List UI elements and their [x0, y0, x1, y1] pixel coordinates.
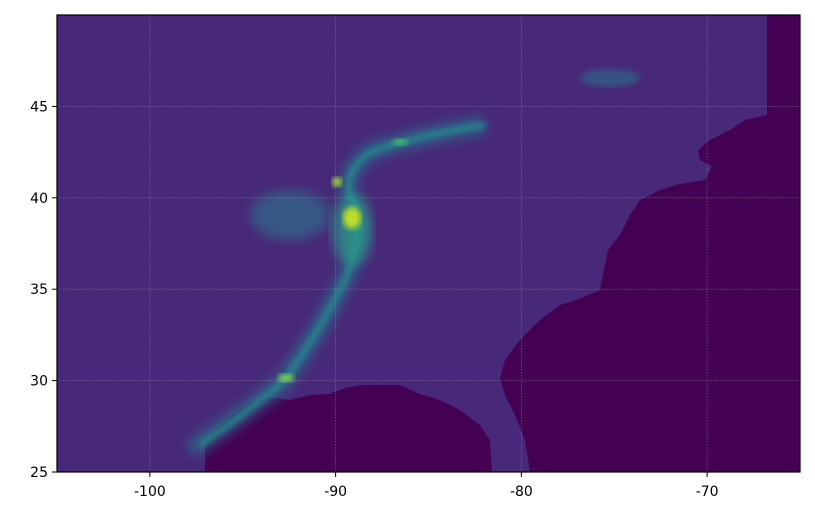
plume-field	[185, 69, 640, 458]
axes: -100 -90 -80 -70 25 30 35 40 45	[30, 99, 718, 500]
masked-ocean-region	[205, 15, 800, 472]
plume-west-blob	[250, 190, 330, 240]
y-tick-label: 40	[30, 191, 48, 207]
x-tick-label: -80	[510, 484, 533, 500]
plume-center-blob	[332, 195, 372, 265]
x-tick-label: -90	[324, 484, 347, 500]
hotspot	[392, 139, 408, 145]
plume-ne-blob	[580, 69, 640, 87]
y-tick-label: 25	[30, 465, 48, 481]
y-tick-label: 35	[30, 282, 48, 298]
hotspot	[343, 207, 361, 229]
x-tick-label: -70	[696, 484, 719, 500]
hotspot	[278, 374, 294, 382]
grid-lines	[57, 15, 800, 472]
x-tick-label: -100	[134, 484, 166, 500]
hotspot	[332, 177, 342, 187]
y-tick-label: 30	[30, 374, 48, 390]
y-tick-label: 45	[30, 99, 48, 115]
plot-frame	[56, 14, 801, 473]
